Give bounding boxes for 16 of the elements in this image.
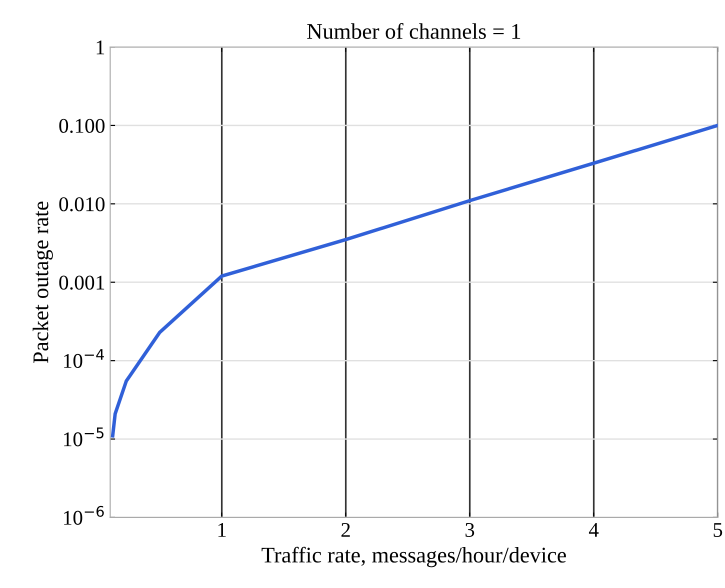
x-tick-label: 2 [341, 522, 350, 537]
y-tick-label: 0.001 [59, 276, 104, 290]
x-tick-label: 1 [218, 523, 226, 537]
y-tick-label: 1 [96, 40, 104, 54]
y-tick-label: 10$^{−6}$ [64, 506, 104, 525]
x-tick-label: 3 [466, 522, 474, 537]
x-tick-label: 5 [714, 523, 722, 537]
chart-title: Number of channels = 1 [307, 23, 520, 39]
y-tick-label: 0.010 [59, 197, 105, 212]
y-tick-label: 0.100 [59, 118, 105, 133]
y-tick-label: 10$^{−5}$ [64, 428, 104, 446]
x-tick-label: 4 [588, 523, 599, 537]
y-tick-label: 10$^{−4}$ [64, 349, 104, 368]
line-series [110, 124, 718, 438]
x-axis-title: Traffic rate, messages/hour/device [262, 546, 566, 568]
y-axis-title: Packet outage rate [32, 202, 53, 364]
